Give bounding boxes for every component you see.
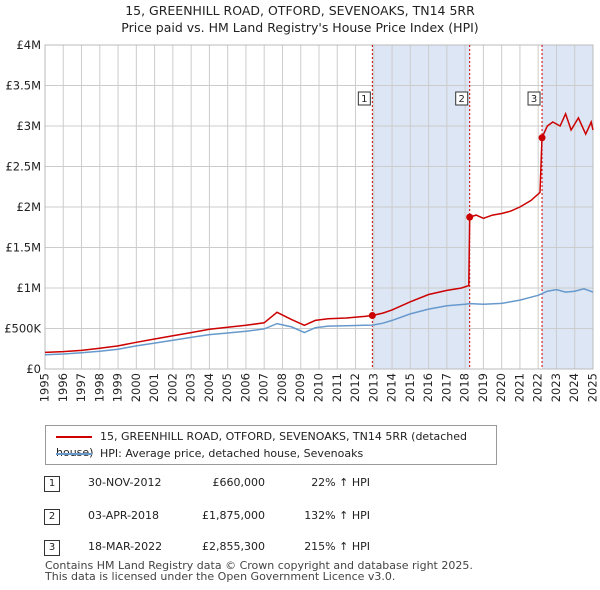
- chart-title-line2: Price paid vs. HM Land Registry's House …: [121, 20, 479, 35]
- x-tick-label: 2014: [385, 373, 399, 402]
- x-tick-label: 2013: [366, 373, 380, 402]
- x-tick-label: 2024: [567, 373, 581, 402]
- transaction-price: £2,855,300: [202, 540, 265, 553]
- sale-point: [466, 213, 474, 221]
- sale-marker-box: [455, 91, 469, 106]
- y-tick-label: £3M: [16, 119, 41, 133]
- footer-licence: This data is licensed under the Open Gov…: [45, 570, 396, 583]
- x-tick-label: 2018: [458, 373, 472, 402]
- transaction-hpi-change: 22% ↑ HPI: [311, 476, 370, 489]
- legend-swatch-property: [56, 436, 92, 438]
- y-tick-label: £3.5M: [5, 79, 41, 93]
- x-tick-label: 1996: [56, 373, 70, 402]
- x-tick-label: 2008: [275, 373, 289, 402]
- legend: 15, GREENHILL ROAD, OTFORD, SEVENOAKS, T…: [45, 425, 497, 465]
- transaction-price: £1,875,000: [202, 509, 265, 522]
- y-tick-label: £500K: [4, 322, 41, 336]
- x-tick-label: 2016: [421, 373, 435, 402]
- y-tick-label: £2M: [16, 200, 41, 214]
- x-tick-label: 2025: [586, 373, 600, 402]
- x-tick-label: 2001: [147, 373, 161, 402]
- sale-marker-box: [527, 91, 541, 106]
- sale-point: [368, 312, 376, 320]
- x-tick-label: 2003: [184, 373, 198, 402]
- x-tick-label: 2005: [220, 373, 234, 402]
- y-tick-label: £1.5M: [5, 241, 41, 255]
- x-tick-label: 2012: [348, 373, 362, 402]
- transaction-number: 1: [44, 476, 60, 492]
- legend-item-hpi: HPI: Average price, detached house, Seve…: [56, 446, 363, 462]
- price-chart: £0 £500K £1M £1.5M £2M £2.5M £3M £3.5M £4M 1995 19…: [4, 38, 600, 402]
- sale-marker-box: [357, 91, 371, 106]
- y-tick-label: £2.5M: [5, 160, 41, 174]
- x-tick-label: 1995: [38, 373, 52, 402]
- x-tick-label: 2021: [512, 373, 526, 402]
- x-tick-label: 2002: [165, 373, 179, 402]
- footer: Contains HM Land Registry data © Crown c…: [45, 560, 473, 582]
- sale-marker-label: 3: [531, 94, 537, 105]
- sale-point: [538, 134, 546, 142]
- transaction-hpi-change: 132% ↑ HPI: [304, 509, 370, 522]
- transaction-date: 18-MAR-2022: [88, 540, 163, 553]
- x-tick-label: 1997: [74, 373, 88, 402]
- x-tick-label: 2006: [238, 373, 252, 402]
- x-tick-label: 2011: [330, 373, 344, 402]
- chart-title: 15, GREENHILL ROAD, OTFORD, SEVENOAKS, T…: [0, 2, 600, 36]
- sale-marker-label: 1: [361, 94, 367, 105]
- x-tick-label: 2004: [202, 373, 216, 402]
- x-tick-label: 2010: [312, 373, 326, 402]
- sale-marker-label: 2: [459, 94, 465, 105]
- legend-item-property: 15, GREENHILL ROAD, OTFORD, SEVENOAKS, T…: [56, 429, 496, 459]
- y-tick-label: £4M: [16, 38, 41, 52]
- x-tick-label: 2009: [293, 373, 307, 402]
- legend-label-property: 15, GREENHILL ROAD, OTFORD, SEVENOAKS, T…: [56, 430, 468, 459]
- transaction-hpi-change: 215% ↑ HPI: [304, 540, 370, 553]
- transaction-row: 2 03-APR-2018 £1,875,000 132% ↑ HPI: [0, 506, 600, 530]
- legend-swatch-hpi: [56, 453, 92, 455]
- x-tick-label: 2007: [257, 373, 271, 402]
- x-tick-label: 2000: [129, 373, 143, 402]
- plot-frame: [44, 44, 594, 370]
- x-tick-label: 2015: [403, 373, 417, 402]
- chart-title-line1: 15, GREENHILL ROAD, OTFORD, SEVENOAKS, T…: [125, 3, 475, 18]
- hpi-series-line: [44, 288, 594, 356]
- property-series-line: [44, 111, 594, 354]
- x-tick-label: 1998: [92, 373, 106, 402]
- x-tick-label: 2017: [439, 373, 453, 402]
- transaction-date: 30-NOV-2012: [88, 476, 162, 489]
- footer-copyright: Contains HM Land Registry data © Crown c…: [45, 559, 473, 572]
- x-tick-label: 2023: [549, 373, 563, 402]
- transaction-price: £660,000: [212, 476, 266, 489]
- x-tick-label: 1999: [111, 373, 125, 402]
- transaction-number: 3: [44, 540, 60, 556]
- y-tick-label: £0: [26, 362, 41, 376]
- x-tick-label: 2020: [494, 373, 508, 402]
- transaction-row: 1 30-NOV-2012 £660,000 22% ↑ HPI: [0, 473, 600, 497]
- transaction-number: 2: [44, 509, 60, 525]
- x-tick-label: 2022: [531, 373, 545, 402]
- x-tick-label: 2019: [476, 373, 490, 402]
- legend-label-hpi: HPI: Average price, detached house, Seve…: [100, 447, 364, 460]
- y-tick-label: £1M: [16, 281, 41, 295]
- transaction-date: 03-APR-2018: [88, 509, 160, 522]
- transaction-row: 3 18-MAR-2022 £2,855,300 215% ↑ HPI: [0, 537, 600, 561]
